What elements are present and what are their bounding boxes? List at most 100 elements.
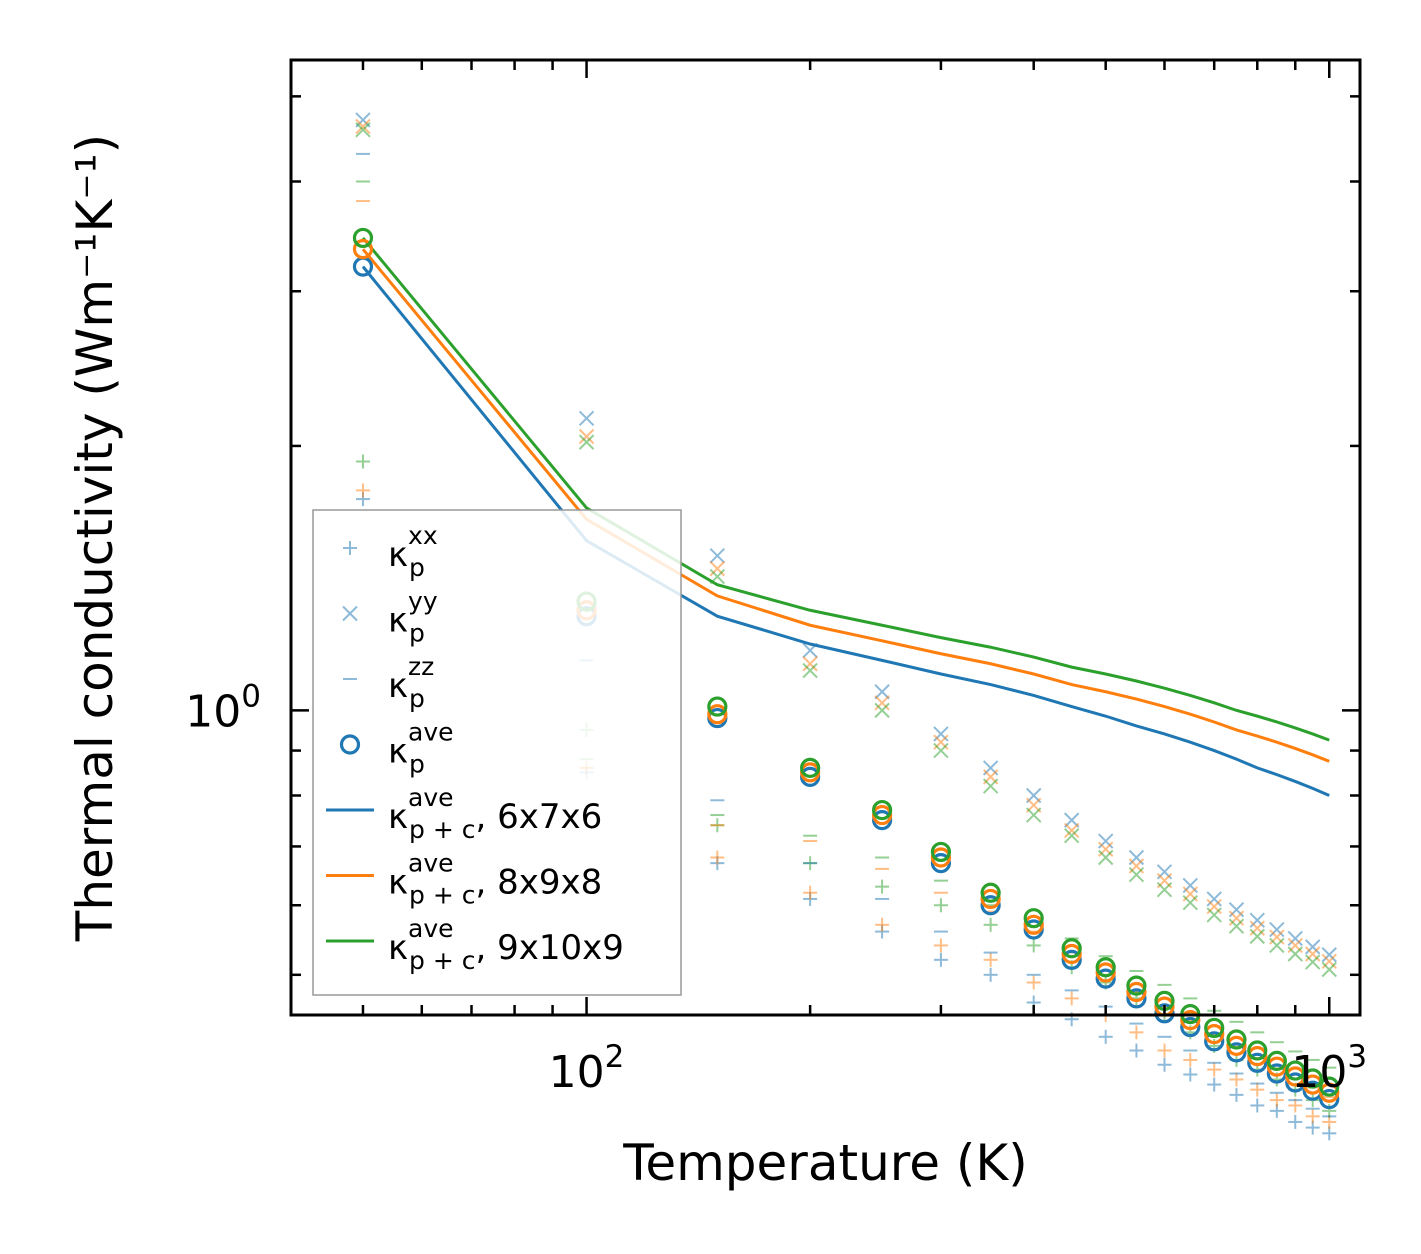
data-point bbox=[1182, 895, 1199, 911]
legend-label-symbol: κ bbox=[388, 535, 408, 575]
data-point bbox=[1247, 1040, 1268, 1061]
data-point bbox=[1228, 910, 1245, 926]
data-point bbox=[1061, 943, 1082, 965]
data-point bbox=[1183, 1067, 1198, 1082]
data-point bbox=[875, 917, 890, 932]
legend-label-superscript: ave bbox=[408, 718, 454, 747]
legend-label: κxx p bbox=[388, 521, 438, 582]
data-point bbox=[1247, 1046, 1268, 1067]
legend-label-subscript: p + c bbox=[409, 946, 475, 975]
legend-label-symbol: κ bbox=[388, 797, 408, 837]
data-point bbox=[930, 847, 952, 868]
x-tick-label: 103 bbox=[1291, 1039, 1367, 1098]
data-point bbox=[933, 734, 949, 750]
series-line bbox=[361, 236, 1330, 742]
data-point bbox=[1321, 961, 1337, 978]
data-point bbox=[1095, 957, 1116, 978]
data-point bbox=[1288, 1114, 1303, 1129]
data-point bbox=[933, 938, 948, 953]
data-point bbox=[872, 799, 893, 821]
legend-label-subscript: p + c bbox=[409, 881, 475, 910]
data-point bbox=[803, 885, 818, 900]
data-point bbox=[1204, 1024, 1225, 1045]
data-point bbox=[1305, 1109, 1320, 1124]
data-point bbox=[1098, 1029, 1113, 1044]
series-line bbox=[361, 265, 1330, 797]
data-point bbox=[1287, 930, 1303, 947]
data-point bbox=[1287, 946, 1303, 962]
data-point bbox=[1180, 1016, 1201, 1038]
data-point bbox=[707, 696, 728, 717]
legend-label-subscript: p + c bbox=[409, 815, 475, 844]
data-point bbox=[578, 410, 595, 427]
x-tick-label: 102 bbox=[549, 1039, 625, 1098]
data-point bbox=[1226, 1035, 1247, 1056]
data-point bbox=[1305, 946, 1321, 962]
axis-ticks bbox=[291, 60, 1360, 1015]
data-point bbox=[980, 888, 1001, 910]
data-point bbox=[1061, 938, 1082, 959]
data-point bbox=[1204, 1017, 1225, 1039]
data-point bbox=[1023, 908, 1044, 929]
data-point bbox=[1269, 929, 1285, 945]
legend-label-subscript: p bbox=[409, 750, 425, 779]
data-point bbox=[1249, 912, 1265, 928]
data-point bbox=[1207, 1077, 1222, 1092]
data-point bbox=[930, 841, 952, 863]
data-point bbox=[1305, 939, 1321, 955]
y-tick-label-base: 10 bbox=[185, 686, 241, 737]
data-point bbox=[355, 122, 371, 138]
data-point bbox=[1228, 918, 1245, 934]
data-point bbox=[1126, 981, 1147, 1003]
data-point bbox=[1319, 1088, 1340, 1110]
data-point bbox=[352, 239, 374, 260]
series-kappa_pc_ave_8x9x8 bbox=[361, 248, 1330, 763]
data-point bbox=[1229, 1072, 1244, 1087]
data-point bbox=[578, 428, 595, 445]
plot-frame bbox=[289, 58, 1362, 1017]
data-point bbox=[1095, 968, 1116, 989]
data-point bbox=[1026, 938, 1041, 953]
x-tick-label-exponent: 2 bbox=[605, 1039, 625, 1075]
data-point bbox=[355, 454, 370, 469]
legend-label-superscript: ave bbox=[408, 849, 454, 878]
data-point bbox=[983, 967, 998, 982]
data-point bbox=[1207, 1062, 1222, 1077]
legend-marker-handle bbox=[342, 605, 358, 622]
legend-label-symbol: κ bbox=[388, 863, 408, 903]
data-point bbox=[1064, 991, 1079, 1006]
data-point bbox=[709, 547, 726, 564]
data-point bbox=[1305, 954, 1321, 970]
data-point bbox=[1023, 914, 1044, 935]
data-point bbox=[710, 850, 725, 865]
data-point bbox=[578, 434, 595, 450]
data-point bbox=[1061, 949, 1082, 970]
data-point bbox=[1129, 1043, 1144, 1058]
legend-label-subscript: p bbox=[409, 553, 425, 582]
legend-marker-handle bbox=[339, 734, 361, 755]
data-point bbox=[983, 917, 998, 932]
data-point bbox=[1226, 1029, 1247, 1050]
data-point bbox=[1226, 1042, 1247, 1063]
data-point bbox=[1097, 849, 1114, 866]
data-point bbox=[1157, 1057, 1172, 1072]
legend-label-superscript: ave bbox=[408, 783, 454, 812]
data-point bbox=[802, 656, 818, 672]
data-point bbox=[1319, 1082, 1340, 1103]
data-point bbox=[802, 662, 818, 679]
series-kappa_pc_ave_9x10x9 bbox=[361, 236, 1330, 742]
data-point bbox=[1128, 867, 1145, 883]
legend-label: κave p bbox=[388, 718, 454, 779]
legend-label: κave p + c, 9x10x9 bbox=[388, 914, 624, 975]
legend-label-symbol: κ bbox=[388, 928, 408, 968]
data-point bbox=[355, 483, 370, 498]
data-point bbox=[1266, 1050, 1287, 1071]
data-point bbox=[1319, 1076, 1340, 1097]
data-point bbox=[930, 853, 952, 874]
legend-label: κyy p bbox=[388, 587, 438, 648]
data-point bbox=[352, 227, 374, 249]
data-point bbox=[1026, 975, 1041, 990]
data-point bbox=[1250, 1082, 1265, 1097]
